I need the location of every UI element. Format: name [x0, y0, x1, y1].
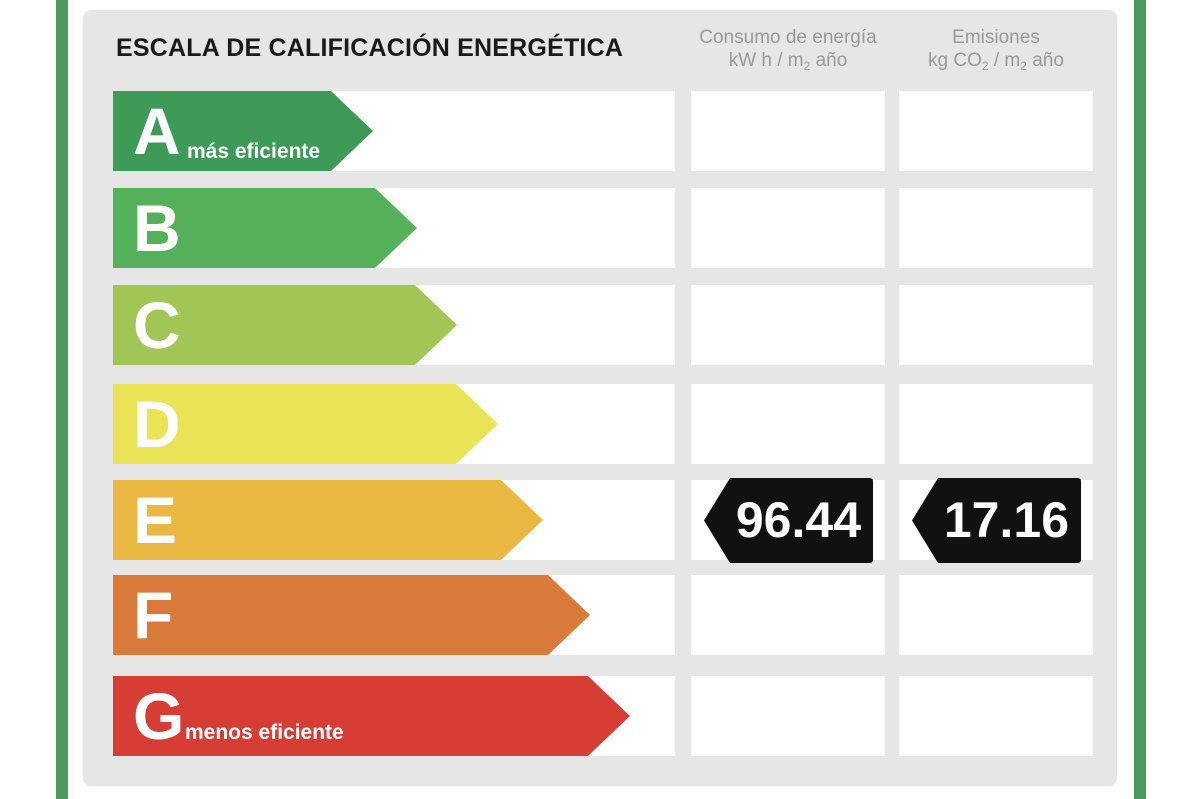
rating-letter-c: C — [133, 288, 181, 362]
energy-cell-b — [691, 188, 885, 268]
rating-letter-f: F — [133, 578, 174, 652]
rating-letter-a: A — [133, 94, 181, 168]
emissions-column-unit: kg CO2 / m2 año — [928, 50, 1064, 73]
energy-column-header: Consumo de energía kW h / m2 año — [690, 26, 886, 72]
rating-arrow-a: A más eficiente — [113, 91, 373, 171]
rating-letter-b: B — [133, 191, 181, 265]
energy-cell-d — [691, 384, 885, 464]
energy-value-badge: 96.44 — [704, 478, 873, 563]
energy-cell-a — [691, 91, 885, 171]
emissions-column-header: Emisiones kg CO2 / m2 año — [898, 26, 1094, 72]
rating-letter-d: D — [133, 387, 181, 461]
rating-arrow-c: C — [113, 285, 457, 365]
energy-cell-g — [691, 676, 885, 756]
emissions-column-title: Emisiones — [952, 27, 1040, 48]
rating-arrow-f: F — [113, 575, 590, 655]
emissions-cell-d — [899, 384, 1093, 464]
energy-column-title: Consumo de energía — [699, 27, 877, 48]
rating-arrow-e: E — [113, 480, 543, 560]
rating-letter-e: E — [133, 483, 178, 557]
energy-column-unit: kW h / m2 año — [728, 50, 848, 73]
rating-label-a: más eficiente — [187, 140, 321, 163]
emissions-cell-g — [899, 676, 1093, 756]
emissions-cell-c — [899, 285, 1093, 365]
rating-letter-g: G — [133, 679, 185, 753]
emissions-cell-b — [899, 188, 1093, 268]
rating-arrow-d: D — [113, 384, 498, 464]
rating-label-g: menos eficiente — [185, 721, 344, 744]
rating-arrow-b: B — [113, 188, 417, 268]
page-title: ESCALA DE CALIFICACIÓN ENERGÉTICA — [116, 34, 624, 62]
frame-border-right — [1134, 0, 1146, 799]
emissions-cell-f — [899, 575, 1093, 655]
energy-cell-c — [691, 285, 885, 365]
emissions-cell-a — [899, 91, 1093, 171]
rating-arrow-g: G menos eficiente — [113, 676, 630, 756]
emissions-value-badge: 17.16 — [912, 478, 1081, 563]
frame-border-left — [56, 0, 68, 799]
energy-cell-f — [691, 575, 885, 655]
